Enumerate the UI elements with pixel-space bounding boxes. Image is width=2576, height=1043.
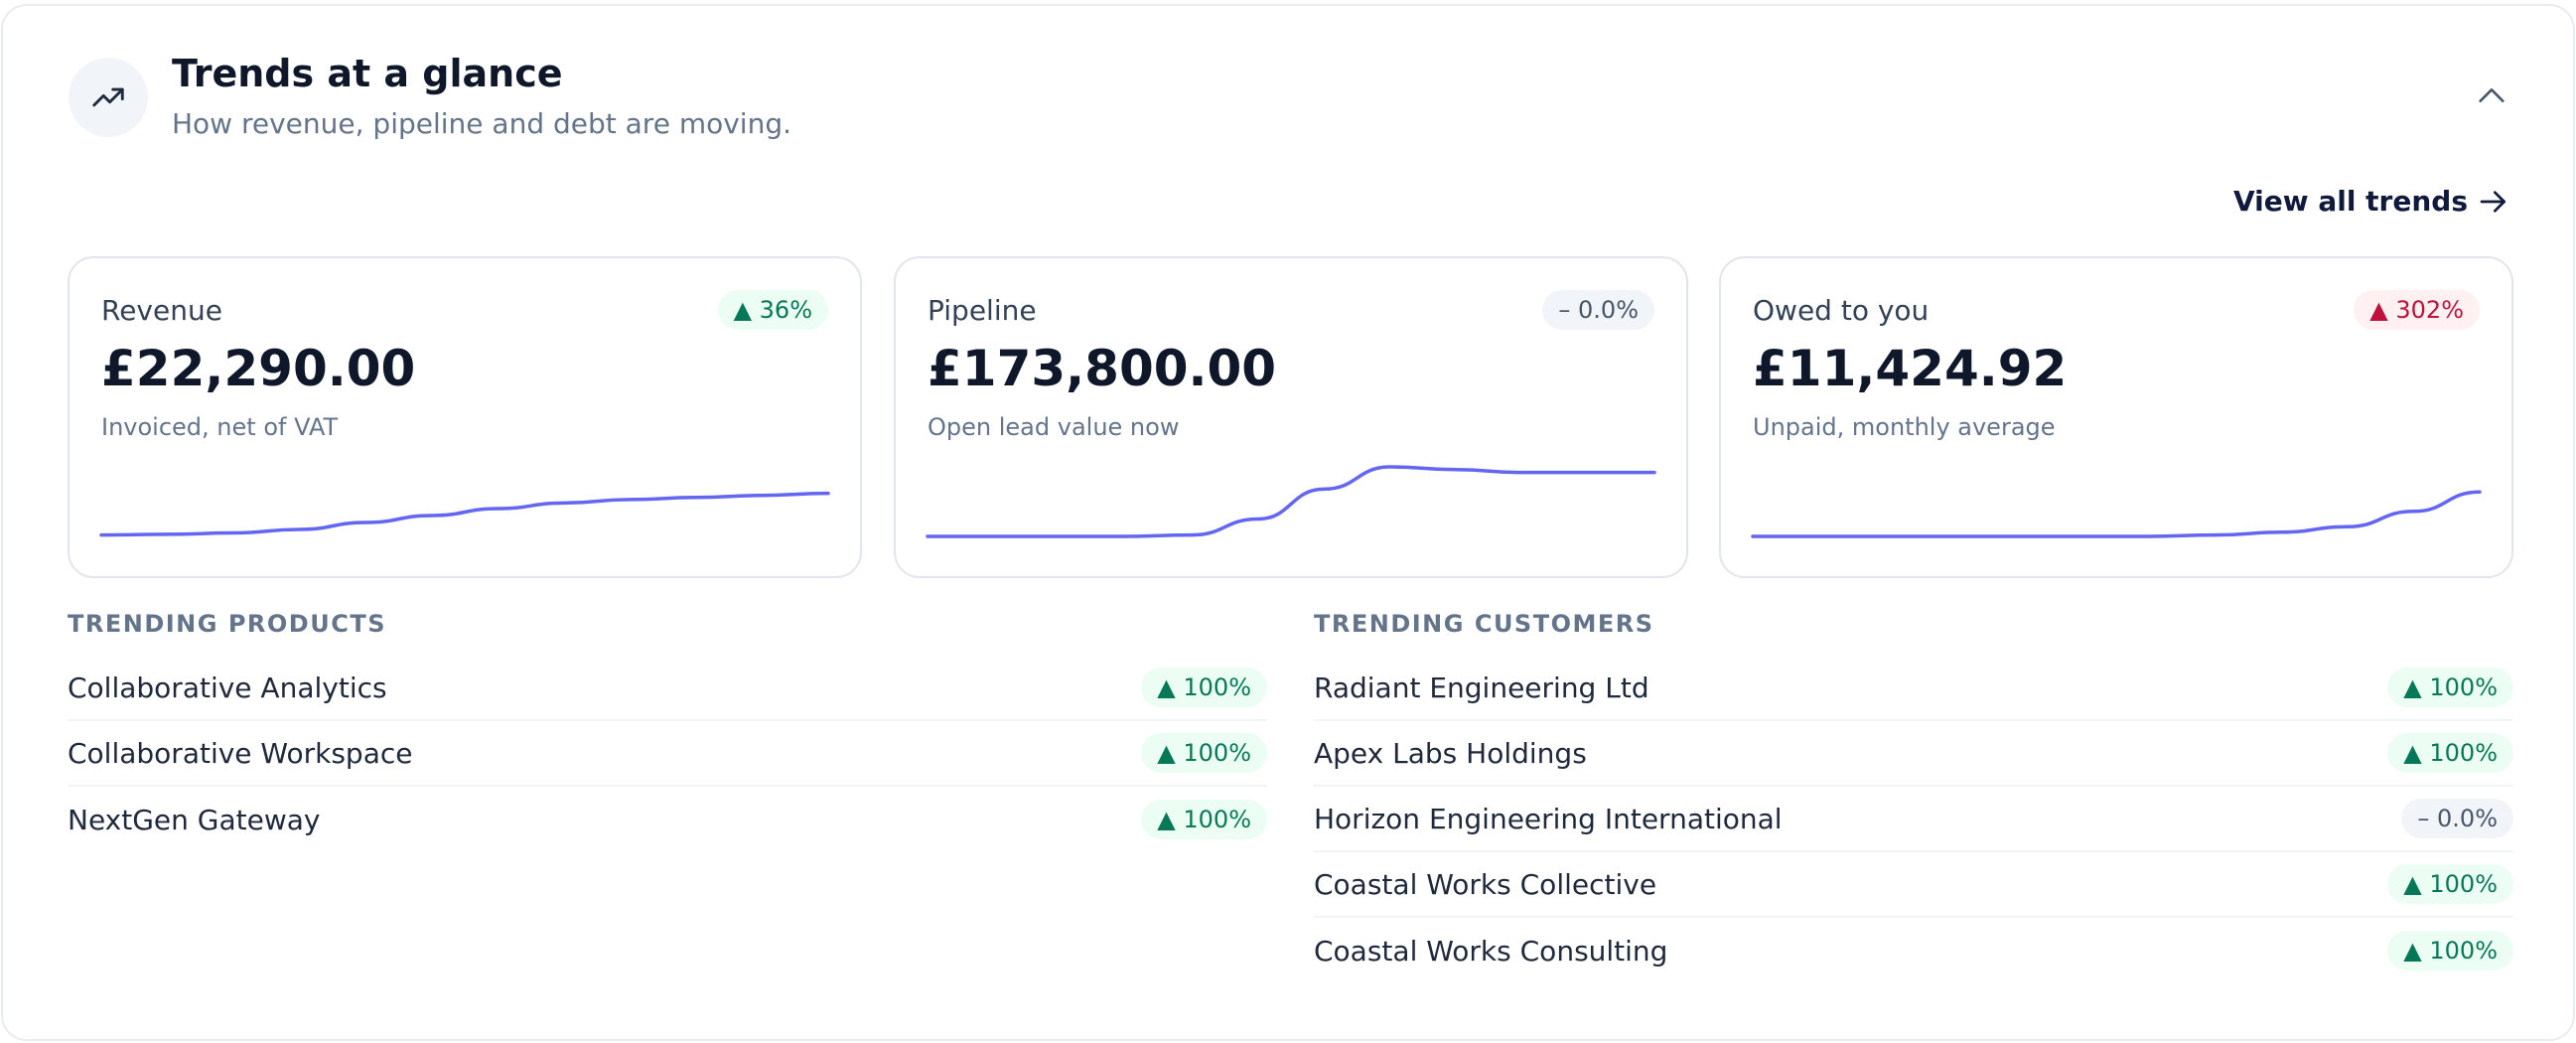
list-item[interactable]: Apex Labs Holdings ▲ 100%	[1314, 721, 2513, 787]
card-value: £22,290.00	[101, 340, 416, 397]
card-note: Invoiced, net of VAT	[101, 413, 339, 441]
change-badge: – 0.0%	[2401, 799, 2513, 838]
customer-name: Radiant Engineering Ltd	[1314, 670, 1649, 704]
change-badge: ▲ 100%	[2387, 931, 2513, 970]
pipeline-card[interactable]: Pipeline £173,800.00 Open lead value now…	[894, 256, 1688, 578]
list-item[interactable]: Coastal Works Collective ▲ 100%	[1314, 852, 2513, 918]
change-badge: ▲ 100%	[1141, 800, 1267, 839]
change-badge: ▲ 100%	[1141, 668, 1267, 707]
change-badge: ▲ 36%	[717, 290, 828, 330]
revenue-card[interactable]: Revenue £22,290.00 Invoiced, net of VAT …	[68, 256, 862, 578]
trending-customers-title: TRENDING CUSTOMERS	[1314, 610, 1654, 638]
revenue-sparkline	[99, 491, 830, 537]
sparkline-path	[1751, 490, 2482, 538]
change-badge: – 0.0%	[1542, 290, 1654, 330]
customer-name: Coastal Works Consulting	[1314, 934, 1668, 968]
card-label: Owed to you	[1753, 294, 1930, 327]
trending-products-list: Collaborative Analytics ▲ 100% Collabora…	[68, 656, 1267, 852]
panel-subtitle: How revenue, pipeline and debt are movin…	[172, 107, 791, 140]
customer-name: Horizon Engineering International	[1314, 802, 1783, 835]
card-note: Open lead value now	[928, 413, 1180, 441]
view-all-trends-link[interactable]: View all trends	[2233, 185, 2509, 218]
customer-name: Coastal Works Collective	[1314, 867, 1657, 901]
list-item[interactable]: NextGen Gateway ▲ 100%	[68, 787, 1267, 852]
trending-customers-list: Radiant Engineering Ltd ▲ 100% Apex Labs…	[1314, 656, 2513, 983]
customer-name: Apex Labs Holdings	[1314, 736, 1587, 770]
product-name: Collaborative Analytics	[68, 670, 387, 704]
list-item[interactable]: Horizon Engineering International – 0.0%	[1314, 787, 2513, 852]
change-badge: ▲ 100%	[2387, 864, 2513, 904]
owed-card[interactable]: Owed to you £11,424.92 Unpaid, monthly a…	[1719, 256, 2513, 578]
change-badge: ▲ 100%	[1141, 733, 1267, 773]
list-item[interactable]: Coastal Works Consulting ▲ 100%	[1314, 918, 2513, 983]
pipeline-sparkline	[926, 465, 1656, 538]
card-label: Pipeline	[928, 294, 1037, 327]
change-badge: ▲ 100%	[2387, 668, 2513, 707]
panel-title: Trends at a glance	[172, 52, 563, 95]
list-item[interactable]: Collaborative Analytics ▲ 100%	[68, 656, 1267, 721]
product-name: NextGen Gateway	[68, 803, 321, 836]
sparkline-path	[926, 465, 1656, 538]
chevron-up-icon	[2479, 88, 2504, 102]
card-note: Unpaid, monthly average	[1753, 413, 2056, 441]
collapse-button[interactable]	[2472, 75, 2511, 115]
card-value: £173,800.00	[928, 340, 1277, 397]
change-badge: ▲ 302%	[2354, 290, 2480, 330]
owed-sparkline	[1751, 490, 2482, 538]
change-badge: ▲ 100%	[2387, 733, 2513, 773]
card-label: Revenue	[101, 294, 222, 327]
trends-panel: Trends at a glance How revenue, pipeline…	[1, 4, 2575, 1041]
arrow-right-icon	[2480, 190, 2505, 213]
list-item[interactable]: Collaborative Workspace ▲ 100%	[68, 721, 1267, 787]
card-value: £11,424.92	[1753, 340, 2068, 397]
list-item[interactable]: Radiant Engineering Ltd ▲ 100%	[1314, 656, 2513, 721]
view-all-trends-label: View all trends	[2232, 185, 2468, 218]
product-name: Collaborative Workspace	[68, 736, 413, 770]
trending-products-title: TRENDING PRODUCTS	[68, 610, 386, 638]
sparkline-path	[99, 491, 830, 537]
trend-up-icon	[69, 58, 148, 137]
